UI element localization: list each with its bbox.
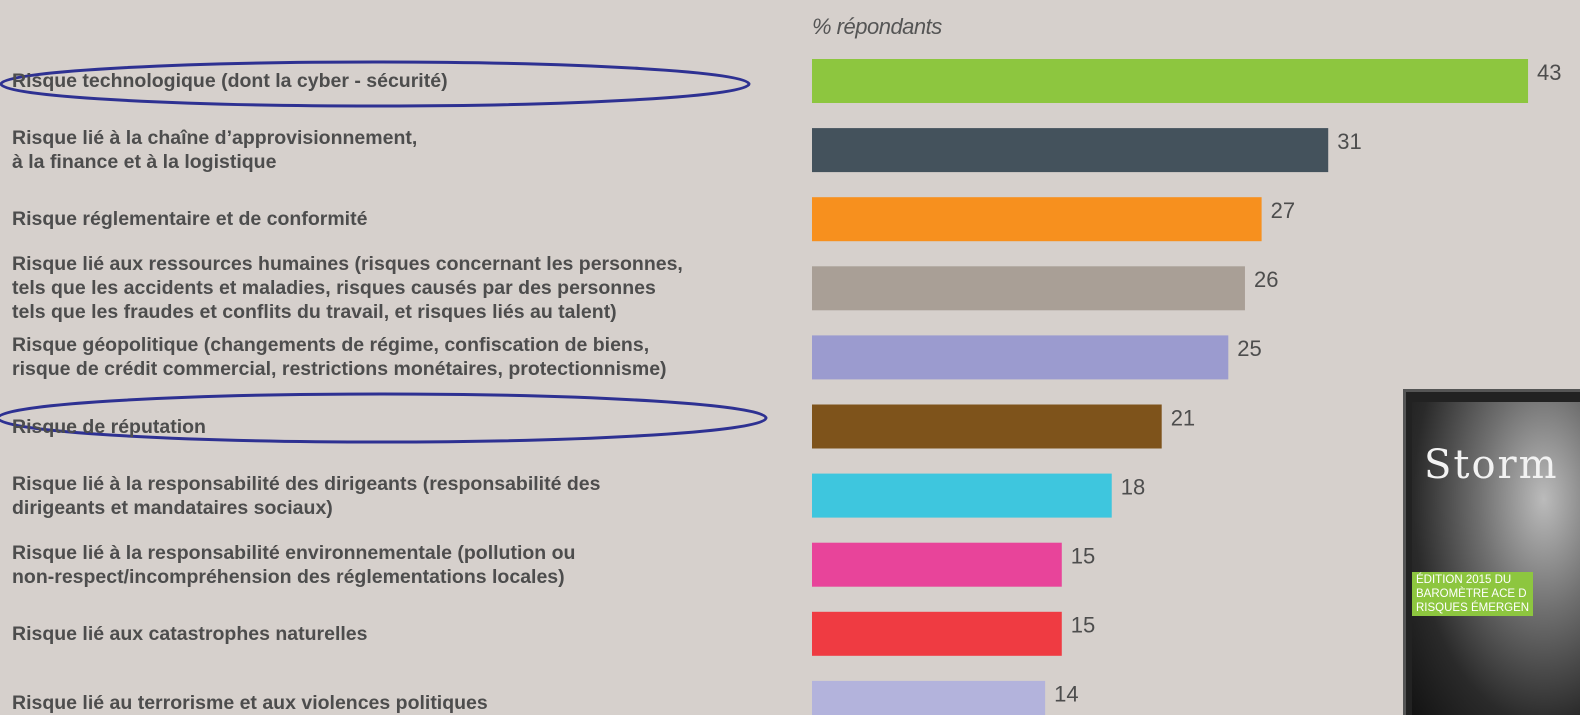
category-label: Risque réglementaire et de conformité <box>12 208 368 231</box>
bar <box>812 59 1529 103</box>
subtitle: % répondants <box>812 14 942 39</box>
bar <box>812 611 1062 656</box>
category-label: Risque lié à la responsabilité environne… <box>12 541 576 588</box>
value-label: 18 <box>1121 474 1145 499</box>
category-label: Risque lié aux ressources humaines (risq… <box>12 253 683 324</box>
bar <box>812 542 1062 587</box>
category-label: Risque lié aux catastrophes naturelles <box>12 622 368 645</box>
bar <box>812 335 1229 380</box>
value-label: 15 <box>1071 544 1095 569</box>
bar <box>812 680 1046 715</box>
category-label: Risque technologique (dont la cyber - sé… <box>12 70 448 92</box>
category-label: Risque lié à la responsabilité des dirig… <box>12 472 601 519</box>
highlight-ellipse <box>0 60 751 108</box>
report-cover: Storm ÉDITION 2015 DU BAROMÈTRE ACE D RI… <box>1403 389 1580 715</box>
category-label: Risque de réputation <box>12 415 206 438</box>
value-label: 21 <box>1171 405 1195 430</box>
highlight-ellipse <box>0 392 768 444</box>
category-label: Risque lié à la chaîne d’approvisionneme… <box>12 127 418 174</box>
bar <box>812 128 1329 173</box>
value-label: 31 <box>1337 129 1361 154</box>
value-label: 14 <box>1054 682 1078 707</box>
category-label: Risque géopolitique (changements de régi… <box>12 334 667 381</box>
value-label: 15 <box>1071 613 1095 638</box>
value-label: 43 <box>1537 60 1561 85</box>
value-label: 27 <box>1271 198 1295 223</box>
cover-image: Storm ÉDITION 2015 DU BAROMÈTRE ACE D RI… <box>1412 402 1580 715</box>
value-label: 26 <box>1254 267 1278 292</box>
value-label: 25 <box>1237 336 1261 361</box>
cover-title: Storm <box>1424 442 1559 488</box>
cover-caption: ÉDITION 2015 DU BAROMÈTRE ACE D RISQUES … <box>1412 572 1534 616</box>
bar <box>812 197 1262 242</box>
bar <box>812 404 1162 449</box>
category-label: Risque lié au terrorisme et aux violence… <box>12 691 488 714</box>
bar <box>812 266 1245 311</box>
bar <box>812 473 1112 518</box>
